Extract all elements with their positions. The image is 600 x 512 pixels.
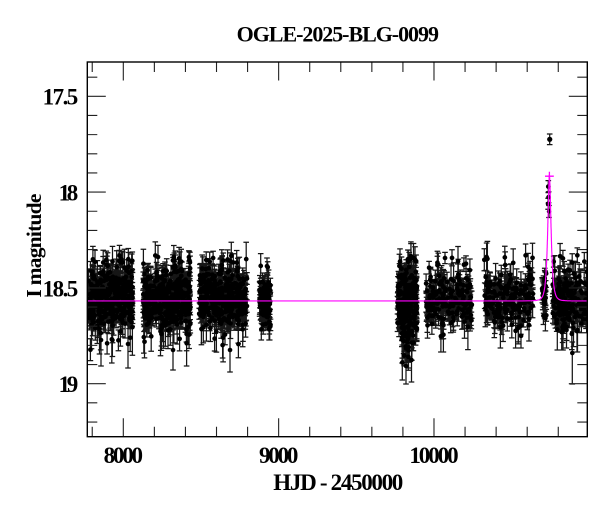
svg-text:I magnitude: I magnitude [22, 194, 46, 298]
svg-text:19: 19 [59, 372, 79, 397]
svg-text:HJD - 2450000: HJD - 2450000 [273, 470, 403, 495]
svg-text:8000: 8000 [104, 443, 143, 468]
svg-text:18: 18 [59, 181, 79, 206]
svg-text:9000: 9000 [259, 443, 298, 468]
svg-text:10000: 10000 [409, 443, 458, 468]
svg-text:18.5: 18.5 [43, 276, 79, 301]
svg-text:OGLE-2025-BLG-0099: OGLE-2025-BLG-0099 [237, 22, 439, 47]
svg-text:17.5: 17.5 [43, 85, 79, 110]
